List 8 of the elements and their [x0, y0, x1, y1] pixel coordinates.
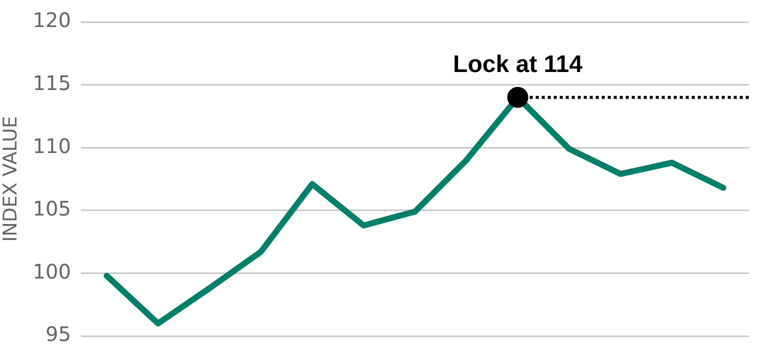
y-tick-label: 105	[32, 196, 71, 221]
y-tick-label: 110	[32, 134, 71, 158]
y-tick-label: 100	[32, 259, 71, 284]
y-tick-label: 120	[32, 8, 71, 32]
y-axis-title: INDEX VALUE	[0, 116, 22, 242]
ref-line-label: Lock at 114	[453, 50, 584, 78]
y-tick-label: 95	[46, 322, 71, 346]
y-tick-label: 115	[32, 71, 71, 96]
